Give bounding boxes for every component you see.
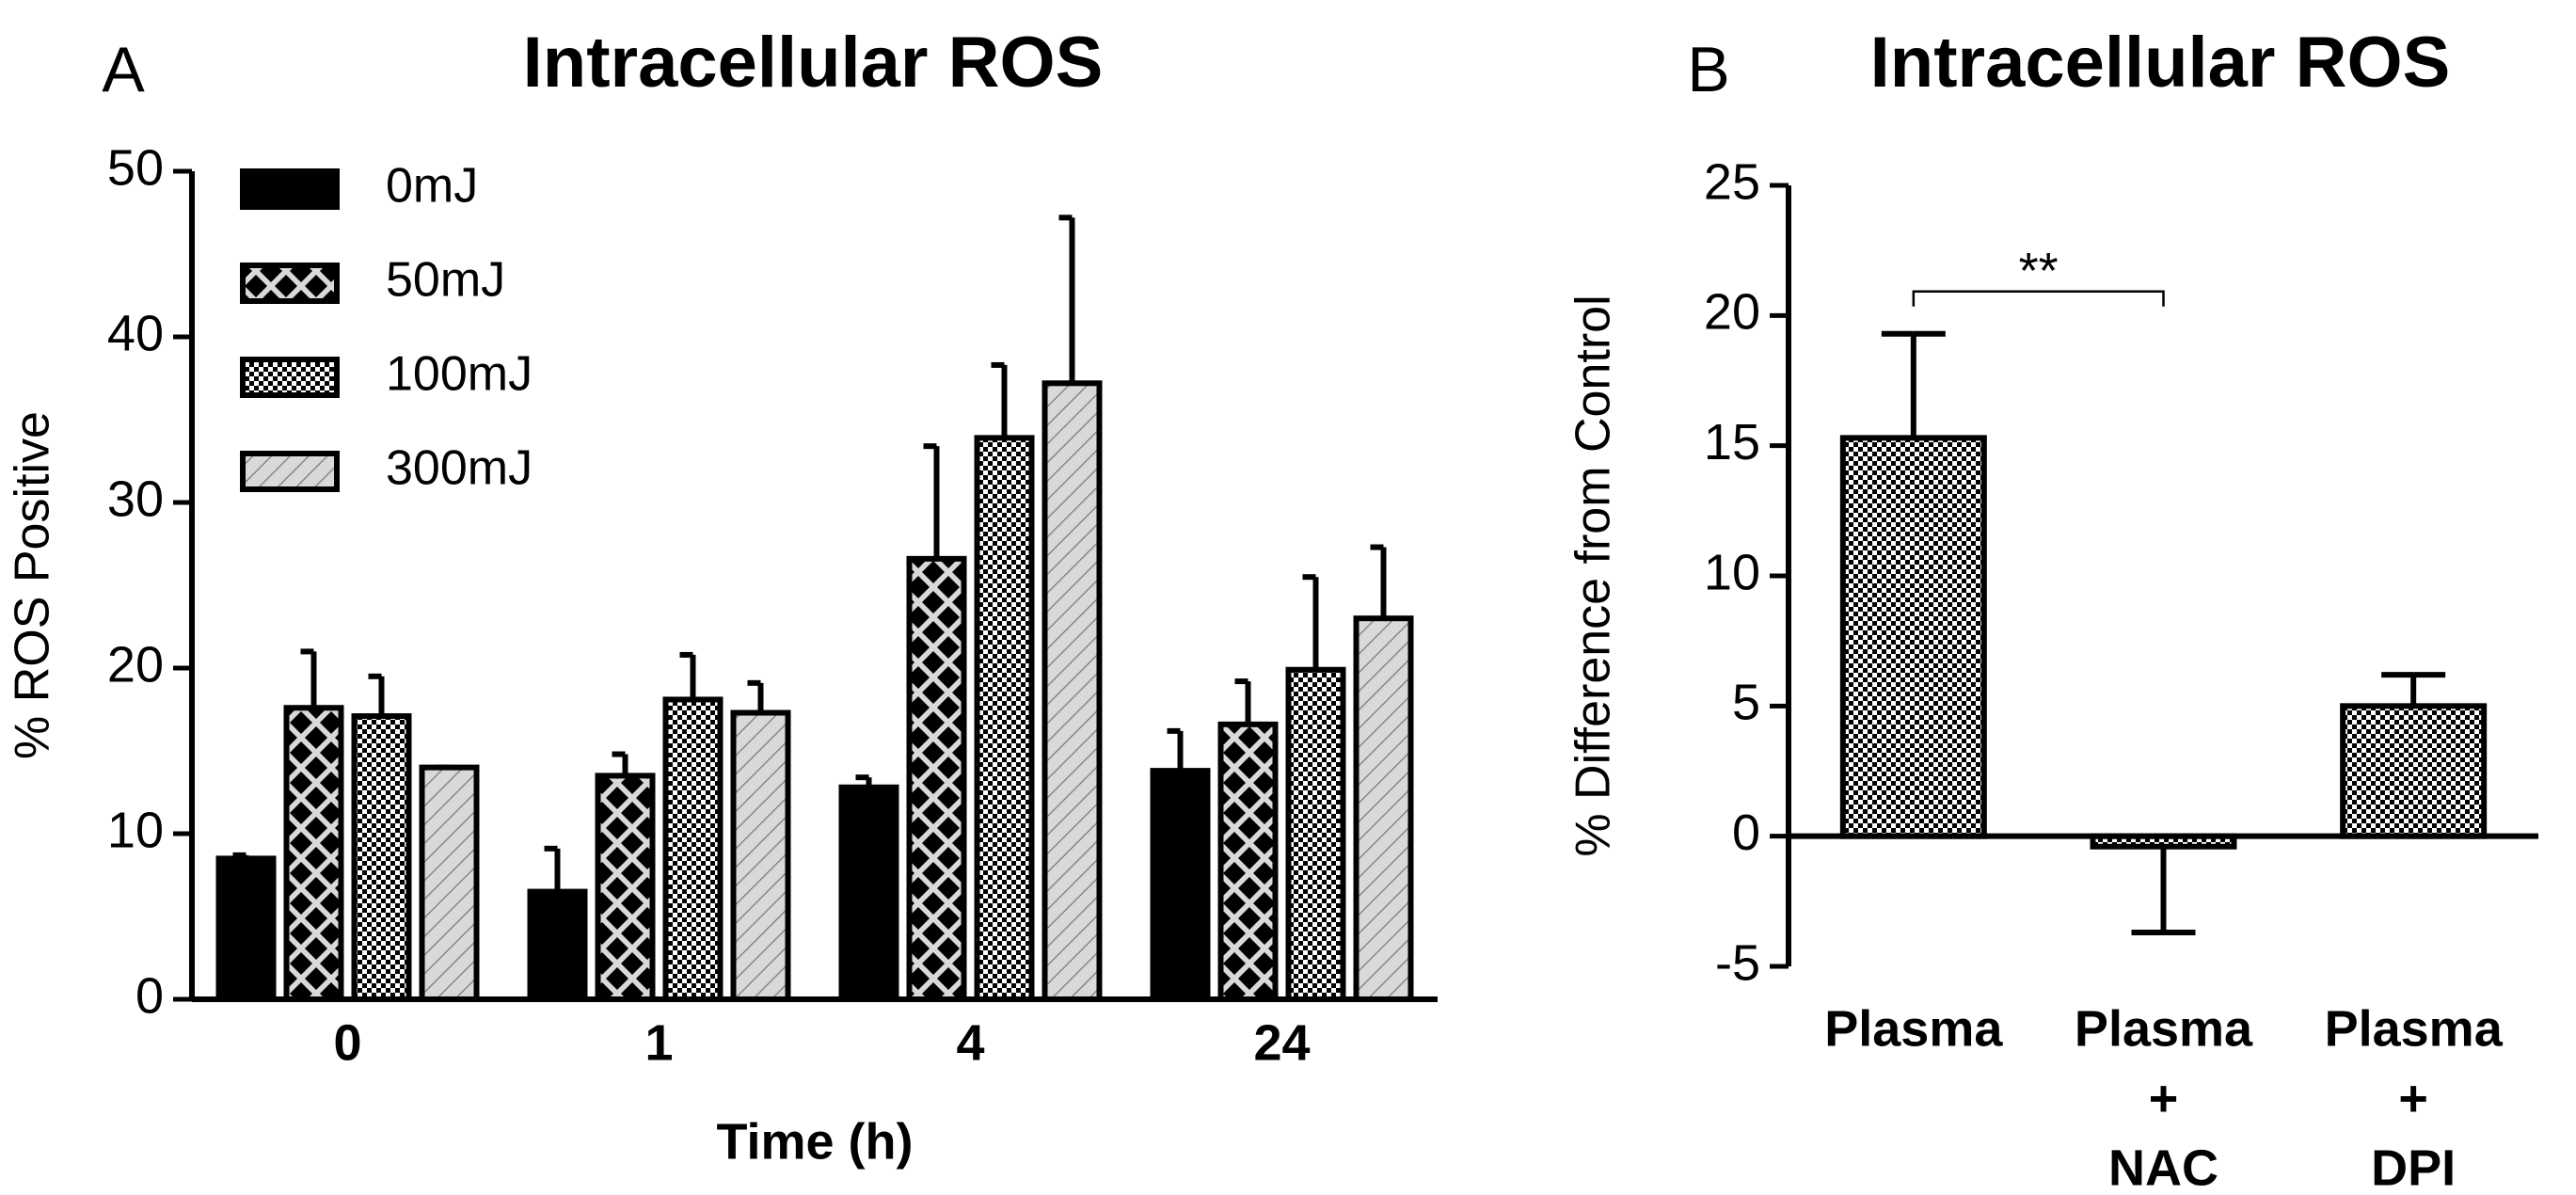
- legend-swatch: [240, 451, 340, 492]
- bar: [283, 705, 344, 1002]
- significance-bracket: [1912, 290, 2165, 307]
- x-tick-label: Plasma: [1824, 1000, 2003, 1057]
- y-tick-label: 15: [1704, 414, 1760, 470]
- legend-label: 300mJ: [386, 441, 533, 496]
- y-tick-label: 0: [1732, 805, 1760, 861]
- legend-swatch: [240, 263, 340, 304]
- x-tick-label: +: [2398, 1070, 2428, 1126]
- x-tick-label: +: [2149, 1070, 2179, 1126]
- x-axis-label: Time (h): [716, 1113, 913, 1170]
- y-tick-label: -5: [1715, 934, 1760, 991]
- bar: [595, 773, 656, 1003]
- y-tick-label: 5: [1732, 675, 1760, 731]
- bar: [1353, 615, 1414, 1002]
- x-tick-label: 1: [644, 1014, 673, 1071]
- bar: [215, 855, 277, 1003]
- bar: [730, 709, 791, 1003]
- y-tick-label: 40: [107, 305, 164, 361]
- bar: [1839, 435, 1987, 839]
- panel-label: B: [1687, 34, 1729, 105]
- legend-swatch: [240, 357, 340, 398]
- y-tick-label: 10: [107, 802, 164, 858]
- bar: [527, 888, 588, 1002]
- chart-title: Intracellular ROS: [523, 23, 1104, 103]
- legend-label: 100mJ: [386, 347, 533, 402]
- bar: [1150, 768, 1211, 1002]
- y-tick-label: 0: [135, 967, 164, 1024]
- bar: [419, 764, 480, 1002]
- x-tick-label: Plasma: [2075, 1000, 2253, 1057]
- legend-label: 0mJ: [386, 159, 478, 214]
- y-tick-label: 10: [1704, 544, 1760, 600]
- bar: [974, 435, 1035, 1002]
- x-tick-label: Plasma: [2325, 1000, 2504, 1057]
- bar: [662, 696, 724, 1002]
- x-tick-label: 0: [333, 1014, 361, 1071]
- bar: [1042, 380, 1103, 1002]
- legend-swatch: [240, 168, 340, 210]
- y-tick-label: 20: [1704, 284, 1760, 341]
- y-axis-label: % Difference from Control: [1566, 295, 1621, 856]
- x-tick-label: NAC: [2108, 1139, 2218, 1195]
- y-tick-label: 50: [107, 139, 164, 196]
- bar: [1217, 721, 1279, 1003]
- bar: [351, 713, 412, 1002]
- legend-label: 50mJ: [386, 253, 505, 308]
- chart-title: Intracellular ROS: [1870, 23, 2451, 103]
- x-tick-label: DPI: [2371, 1139, 2456, 1195]
- bar: [2340, 703, 2488, 839]
- bar: [1285, 666, 1346, 1002]
- y-axis-label: % ROS Positive: [6, 411, 60, 759]
- x-tick-label: 4: [956, 1014, 984, 1071]
- y-tick-label: 25: [1704, 153, 1760, 210]
- significance-label: **: [2019, 243, 2059, 299]
- bar: [838, 784, 899, 1002]
- x-tick-label: 24: [1253, 1014, 1310, 1071]
- y-tick-label: 30: [107, 470, 164, 527]
- panel-label: A: [102, 34, 145, 105]
- bar: [906, 555, 967, 1003]
- y-tick-label: 20: [107, 636, 164, 693]
